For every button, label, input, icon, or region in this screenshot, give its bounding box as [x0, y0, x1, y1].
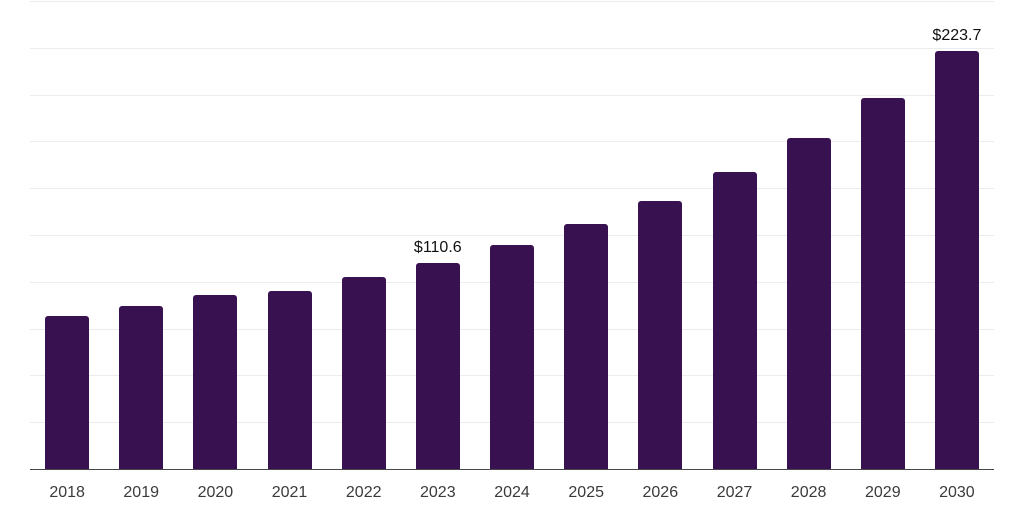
x-axis-label-2025: 2025: [568, 484, 604, 501]
gridline: [30, 94, 994, 96]
x-axis-label-2021: 2021: [271, 484, 308, 501]
gridline: [30, 47, 994, 49]
x-axis-label-2027: 2027: [716, 484, 753, 501]
bar-2023[interactable]: [415, 263, 460, 470]
bar-2021[interactable]: [267, 291, 312, 470]
x-axis-label-2018: 2018: [49, 484, 85, 501]
x-axis-label-2024: 2024: [494, 484, 530, 501]
x-axis-label-2023: 2023: [420, 484, 456, 501]
bar-2018[interactable]: [45, 315, 90, 470]
x-axis-label-2026: 2026: [642, 484, 679, 501]
bar-2022[interactable]: [341, 277, 386, 470]
bar-2024[interactable]: [490, 245, 534, 470]
x-axis-label-2029: 2029: [865, 484, 901, 501]
bar-2025[interactable]: [564, 224, 609, 470]
x-axis-label-2022: 2022: [345, 484, 382, 501]
x-axis-label-2028: 2028: [790, 484, 827, 501]
bar-2027[interactable]: [712, 171, 757, 470]
gridline: [30, 188, 994, 190]
plot-area: $110.6 $223.7: [30, 0, 994, 470]
bar-2030[interactable]: [934, 51, 979, 470]
bar-value-label-2030: $223.7: [932, 27, 982, 45]
x-axis-line: [30, 469, 994, 470]
bar-2028[interactable]: [786, 138, 831, 470]
gridline: [30, 235, 994, 236]
bar-2019[interactable]: [119, 306, 164, 470]
bar-2020[interactable]: [193, 294, 238, 470]
gridline: [30, 141, 994, 143]
bar-value-label-2023: $110.6: [413, 239, 462, 256]
bar-2029[interactable]: [860, 98, 905, 470]
x-axis-label-2019: 2019: [123, 484, 159, 501]
bar-2026[interactable]: [638, 201, 683, 470]
gridline: [30, 1, 994, 2]
x-axis-label-2030: 2030: [939, 484, 975, 501]
x-axis-label-2020: 2020: [197, 484, 234, 501]
